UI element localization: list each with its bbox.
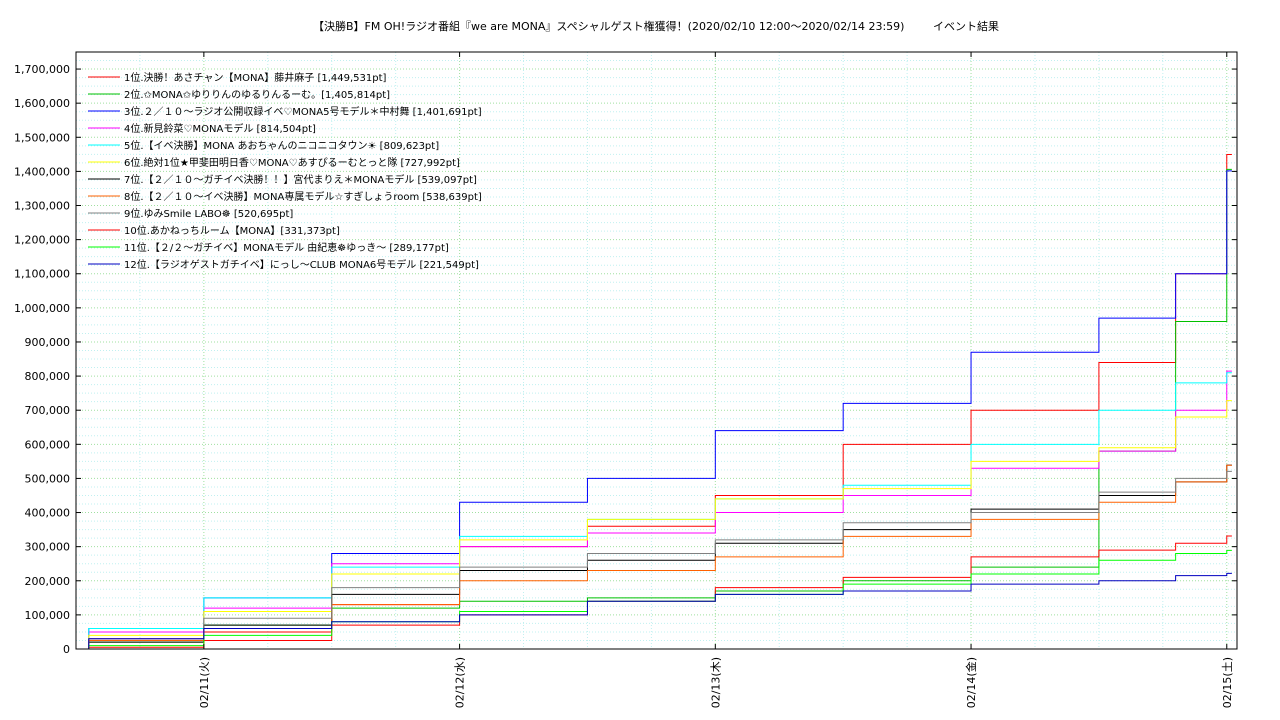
y-tick-label: 1,400,000 bbox=[14, 165, 70, 178]
y-tick-label: 1,200,000 bbox=[14, 234, 70, 247]
legend-label: 4位.新見鈴菜♡MONAモデル [814,504pt] bbox=[124, 122, 316, 135]
legend-label: 9位.ゆみSmile LABO☸ [520,695pt] bbox=[124, 207, 293, 220]
plot-area bbox=[75, 51, 1238, 650]
legend: 1位.決勝！あさチャン【MONA】藤井麻子 [1,449,531pt] 2位.✩M… bbox=[88, 71, 482, 271]
y-tick-label: 1,000,000 bbox=[14, 302, 70, 315]
chart-title-suffix: イベント結果 bbox=[933, 19, 999, 33]
legend-label: 2位.✩MONA✩ゆりりんのゆるりんるーむ。[1,405,814pt] bbox=[124, 88, 390, 101]
y-tick-label: 600,000 bbox=[25, 438, 71, 451]
y-tick-label: 400,000 bbox=[25, 507, 71, 520]
series-line bbox=[76, 572, 1232, 650]
x-tick-label: 02/11(火) bbox=[198, 657, 211, 708]
series-line bbox=[76, 549, 1232, 650]
y-tick-label: 700,000 bbox=[25, 404, 71, 417]
legend-label: 11位.【２/２〜ガチイベ】MONAモデル 由紀恵☸ゆっき〜 [289,177p… bbox=[124, 241, 449, 254]
legend-label: 5位.【イベ決勝】MONA あおちゃんのニコニコタウン☀ [809,623pt] bbox=[124, 139, 439, 152]
y-tick-label: 200,000 bbox=[25, 575, 71, 588]
y-tick-label: 900,000 bbox=[25, 336, 71, 349]
y-tick-label: 1,700,000 bbox=[14, 63, 70, 76]
series-line bbox=[76, 370, 1232, 650]
x-tick-label: 02/13(木) bbox=[709, 657, 722, 708]
x-tick-label: 02/15(土) bbox=[1221, 657, 1234, 708]
y-tick-label: 1,600,000 bbox=[14, 97, 70, 110]
y-tick-label: 0 bbox=[63, 643, 70, 656]
legend-label: 6位.絶対1位★甲斐田明日香♡MONA♡あすぴるーむとっと隊 [727,992p… bbox=[124, 156, 460, 169]
series-line bbox=[76, 470, 1232, 650]
y-tick-label: 100,000 bbox=[25, 609, 71, 622]
series-line bbox=[76, 400, 1232, 650]
y-tick-label: 1,500,000 bbox=[14, 131, 70, 144]
legend-label: 12位.【ラジオゲストガチイベ】にっし〜CLUB MONA6号モデル [221,… bbox=[124, 258, 479, 271]
legend-label: 7位.【２／１０〜ガチイベ決勝！！】宮代まりえ＊MONAモデル [539,097… bbox=[124, 173, 477, 186]
axes: 0 100,000 200,000 300,000 400,000 500,000 600,… bbox=[14, 52, 1237, 708]
y-tick-label: 300,000 bbox=[25, 541, 71, 554]
legend-label: 10位.あかねっちルーム【MONA】[331,373pt] bbox=[124, 224, 340, 237]
chart-title: 【決勝B】FM OH!ラジオ番組『we are MONA』スペシャルゲスト権獲得… bbox=[313, 19, 904, 33]
legend-label: 3位.２／１０〜ラジオ公開収録イベ♡MONA5号モデル＊中村舞 [1,401,6… bbox=[124, 105, 482, 118]
legend-label: 1位.決勝！あさチャン【MONA】藤井麻子 [1,449,531pt] bbox=[124, 71, 387, 84]
y-tick-label: 1,300,000 bbox=[14, 200, 70, 213]
grid bbox=[76, 52, 1237, 649]
x-tick-label: 02/14(金) bbox=[964, 657, 978, 708]
y-tick-label: 1,100,000 bbox=[14, 268, 70, 281]
series-line bbox=[76, 168, 1232, 650]
y-tick-label: 500,000 bbox=[25, 472, 71, 485]
y-tick-label: 800,000 bbox=[25, 370, 71, 383]
x-tick-label: 02/12(水) bbox=[454, 657, 467, 708]
legend-label: 8位.【２／１０〜イベ決勝】MONA専属モデル☆すぎしょうroom [538,6… bbox=[124, 190, 482, 203]
series-lines bbox=[76, 154, 1232, 650]
